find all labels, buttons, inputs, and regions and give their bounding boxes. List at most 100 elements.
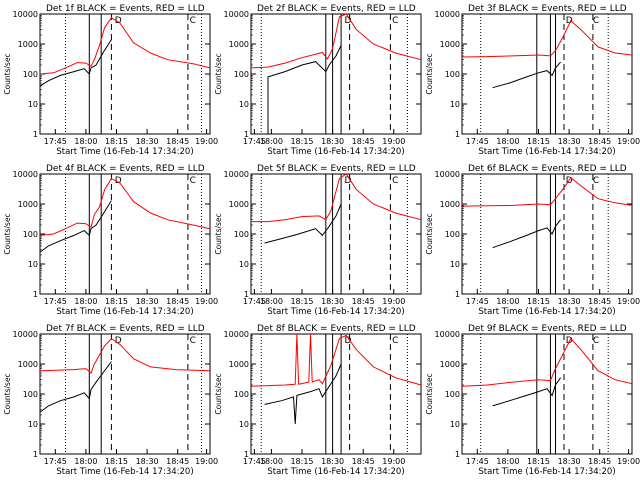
y-axis-label: Counts/sec <box>3 53 12 94</box>
y-tick-label: 100 <box>234 390 249 399</box>
y-axis-label: Counts/sec <box>3 213 12 254</box>
x-tick-label: 18:45 <box>352 137 375 146</box>
detector-panel: Det 4f BLACK = Events, RED = LLD 1 10 100 10… <box>3 164 218 317</box>
x-tick-label: 18:30 <box>558 297 581 306</box>
x-tick-label: 18:45 <box>588 457 611 466</box>
y-tick-label: 10 <box>28 100 38 109</box>
x-tick-label: 18:15 <box>105 457 128 466</box>
events-series-line <box>492 377 562 407</box>
y-tick-label: 1 <box>455 450 460 459</box>
y-tick-label: 1000 <box>18 40 38 49</box>
x-tick-label: 17:45 <box>44 457 67 466</box>
y-tick-label: 10000 <box>13 170 38 179</box>
x-tick-label: 18:15 <box>290 297 313 306</box>
x-tick-label: 18:15 <box>527 137 550 146</box>
lld-series-line <box>250 333 422 387</box>
panel-title: Det 2f BLACK = Events, RED = LLD <box>257 4 416 14</box>
interval-letter: C <box>392 16 398 26</box>
lld-series-line <box>461 176 633 207</box>
lld-series-line <box>39 177 211 236</box>
x-tick-label: 18:00 <box>74 457 97 466</box>
y-tick-label: 10000 <box>224 170 249 179</box>
y-tick-label: 10000 <box>224 330 249 339</box>
x-tick-label: 19:00 <box>617 297 640 306</box>
interval-letter: D <box>345 176 352 186</box>
lld-series-line <box>461 19 633 58</box>
panel-title: Det 9f BLACK = Events, RED = LLD <box>468 324 627 334</box>
x-tick-label: 18:00 <box>74 297 97 306</box>
lld-series-line <box>250 13 422 69</box>
x-tick-label: 18:30 <box>321 137 344 146</box>
panel-title: Det 7f BLACK = Events, RED = LLD <box>46 324 205 334</box>
events-series-line <box>39 361 112 413</box>
x-tick-label: 18:45 <box>166 457 189 466</box>
interval-letter: C <box>392 336 398 346</box>
y-tick-label: 1000 <box>229 40 249 49</box>
y-tick-label: 100 <box>234 230 249 239</box>
x-tick-label: 18:45 <box>352 457 375 466</box>
x-tick-label: 18:15 <box>290 457 313 466</box>
interval-letter: C <box>190 176 196 186</box>
x-tick-label: 19:00 <box>617 457 640 466</box>
x-tick-label: 18:00 <box>260 457 283 466</box>
detector-panel: Det 3f BLACK = Events, RED = LLD 1 10 100 10… <box>425 4 640 157</box>
y-tick-label: 10 <box>28 260 38 269</box>
y-tick-label: 100 <box>23 70 38 79</box>
y-axis-label: Counts/sec <box>425 213 434 254</box>
detector-panel: Det 7f BLACK = Events, RED = LLD 1 10 100 10… <box>3 324 218 477</box>
events-series-line <box>492 219 561 249</box>
y-tick-label: 10 <box>28 420 38 429</box>
y-tick-label: 10 <box>239 260 249 269</box>
x-tick-label: 18:00 <box>260 297 283 306</box>
y-tick-label: 1 <box>244 450 249 459</box>
interval-letter: D <box>115 176 122 186</box>
x-tick-label: 18:30 <box>558 457 581 466</box>
x-tick-label: 19:00 <box>195 457 218 466</box>
y-tick-label: 10000 <box>435 170 460 179</box>
x-axis-label: Start Time (16-Feb-14 17:34:20) <box>56 467 193 477</box>
plot-frame <box>461 13 633 135</box>
x-axis-label: Start Time (16-Feb-14 17:34:20) <box>478 307 615 317</box>
detector-panel: Det 2f BLACK = Events, RED = LLD 1 10 100 10… <box>214 4 422 157</box>
y-tick-label: 1000 <box>440 360 460 369</box>
x-tick-label: 19:00 <box>195 137 218 146</box>
plot-frame <box>461 173 633 295</box>
x-tick-label: 19:00 <box>382 137 405 146</box>
y-tick-label: 1 <box>455 290 460 299</box>
x-tick-label: 19:00 <box>617 137 640 146</box>
y-axis-label: Counts/sec <box>214 53 223 94</box>
x-tick-label: 18:30 <box>321 297 344 306</box>
x-tick-label: 17:45 <box>243 457 266 466</box>
x-tick-label: 18:00 <box>496 137 519 146</box>
y-tick-label: 10 <box>450 100 460 109</box>
x-axis-label: Start Time (16-Feb-14 17:34:20) <box>56 147 193 157</box>
y-tick-label: 1 <box>33 130 38 139</box>
events-series-line <box>39 39 112 87</box>
y-tick-label: 1000 <box>18 360 38 369</box>
y-tick-label: 10000 <box>224 10 249 19</box>
y-tick-label: 1 <box>244 130 249 139</box>
interval-letter: D <box>566 176 573 186</box>
x-tick-label: 19:00 <box>382 297 405 306</box>
interval-letter: C <box>190 336 196 346</box>
y-tick-label: 1000 <box>18 200 38 209</box>
x-tick-label: 18:30 <box>321 457 344 466</box>
y-axis-label: Counts/sec <box>214 213 223 254</box>
x-axis-label: Start Time (16-Feb-14 17:34:20) <box>267 147 404 157</box>
x-tick-label: 18:15 <box>527 457 550 466</box>
y-tick-label: 100 <box>234 70 249 79</box>
x-tick-label: 18:30 <box>558 137 581 146</box>
y-tick-label: 1 <box>244 290 249 299</box>
x-tick-label: 17:45 <box>466 457 489 466</box>
events-series-line <box>264 203 342 244</box>
y-tick-label: 1 <box>33 290 38 299</box>
detector-panel: Det 8f BLACK = Events, RED = LLD 1 10 100 10… <box>214 324 422 477</box>
panel-title: Det 4f BLACK = Events, RED = LLD <box>46 164 205 174</box>
x-tick-label: 17:45 <box>466 137 489 146</box>
x-tick-label: 17:45 <box>243 297 266 306</box>
x-tick-label: 18:45 <box>166 297 189 306</box>
detector-panel: Det 6f BLACK = Events, RED = LLD 1 10 100 10… <box>425 164 640 317</box>
x-tick-label: 18:00 <box>496 457 519 466</box>
